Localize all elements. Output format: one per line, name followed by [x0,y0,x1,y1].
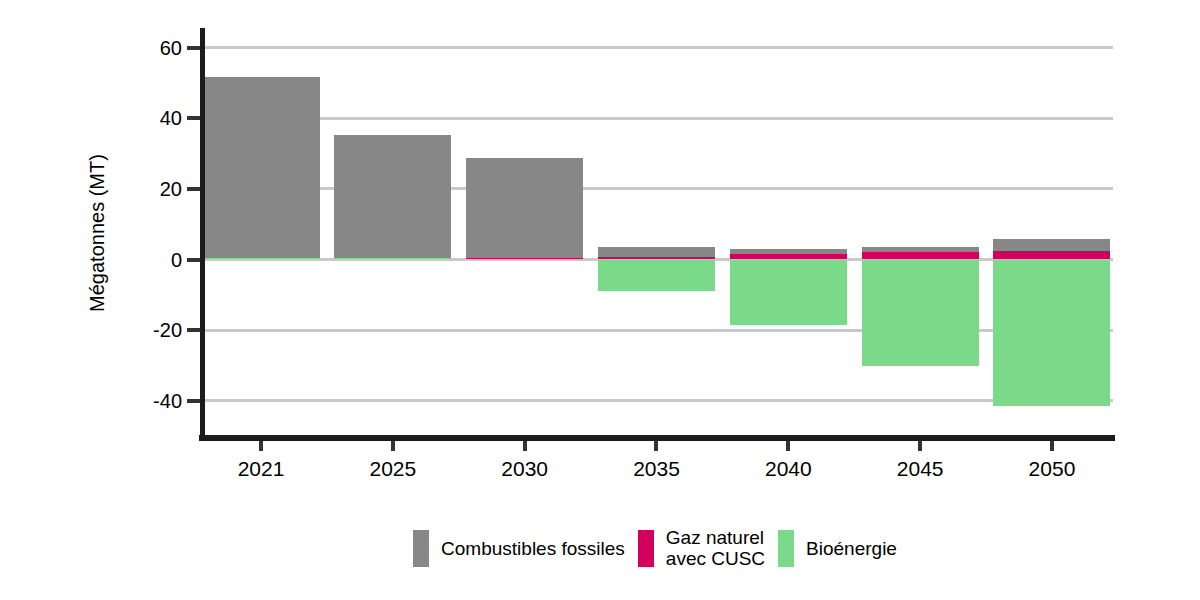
x-tick-2040 [786,441,790,451]
gridline--40 [204,399,1113,402]
chart-figure: 60 40 20 0 -20 -40 20212025203020352040204520… [0,0,1200,600]
gridline-60 [204,46,1113,49]
y-tick--20 [187,328,200,332]
y-tick-60 [187,46,200,50]
bar-2030-combustibles-fossiles [466,158,583,257]
x-tick-label-2025: 2025 [323,457,463,481]
legend-label-gaz-naturel-avec-cusc: Gaz naturel avec CUSC [666,527,765,570]
legend-swatch-bioenergie [778,530,794,567]
legend-swatch-combustibles-fossiles [413,530,429,567]
y-tick-label-40: 40 [100,107,182,129]
bar-2040-bioenergie [730,260,847,325]
bar-2021-combustibles-fossiles [203,77,320,258]
x-tick-2025 [391,441,395,451]
x-tick-2030 [523,441,527,451]
bar-2050-combustibles-fossiles [993,239,1110,251]
bar-2050-gaz-naturel-avec-cusc [993,251,1110,259]
legend-label-combustibles-fossiles: Combustibles fossiles [441,538,625,559]
x-tick-2050 [1050,441,1054,451]
bar-2035-combustibles-fossiles [598,247,715,256]
bar-2045-gaz-naturel-avec-cusc [862,252,979,259]
x-tick-label-2045: 2045 [850,457,990,481]
x-tick-label-2040: 2040 [718,457,858,481]
legend-item-gaz-naturel-avec-cusc: Gaz naturel avec CUSC [638,527,765,570]
y-tick-label--40: -40 [100,390,182,412]
legend: Combustibles fossiles Gaz naturel avec CU… [55,527,1200,570]
y-tick-label-20: 20 [100,178,182,200]
y-tick--40 [187,399,200,403]
x-tick-label-2050: 2050 [982,457,1122,481]
y-tick-label--20: -20 [100,319,182,341]
y-tick-20 [187,187,200,191]
legend-swatch-gaz-naturel-avec-cusc [638,530,654,567]
bar-2025-bioenergie [334,258,451,259]
y-axis-line [200,28,205,441]
x-tick-2045 [918,441,922,451]
bar-2050-bioenergie [993,260,1110,407]
legend-item-combustibles-fossiles: Combustibles fossiles [413,530,625,567]
bar-2021-bioenergie [203,258,320,259]
bar-2030-gaz-naturel-avec-cusc [466,258,583,260]
y-tick-label-0: 0 [100,249,182,271]
legend-item-bioenergie: Bioénergie [778,530,897,567]
bar-2035-bioenergie [598,260,715,291]
x-tick-2035 [654,441,658,451]
bar-2025-combustibles-fossiles [334,135,451,258]
legend-label-bioenergie: Bioénergie [806,538,897,559]
x-tick-label-2030: 2030 [455,457,595,481]
gridline-40 [204,117,1113,120]
bar-2045-bioenergie [862,260,979,367]
x-tick-label-2035: 2035 [586,457,726,481]
y-tick-0 [187,258,200,262]
y-tick-label-60: 60 [100,37,182,59]
x-tick-2021 [259,441,263,451]
y-axis-title: Mégatonnes (MT) [86,154,109,312]
x-tick-label-2021: 2021 [191,457,331,481]
y-tick-40 [187,116,200,120]
